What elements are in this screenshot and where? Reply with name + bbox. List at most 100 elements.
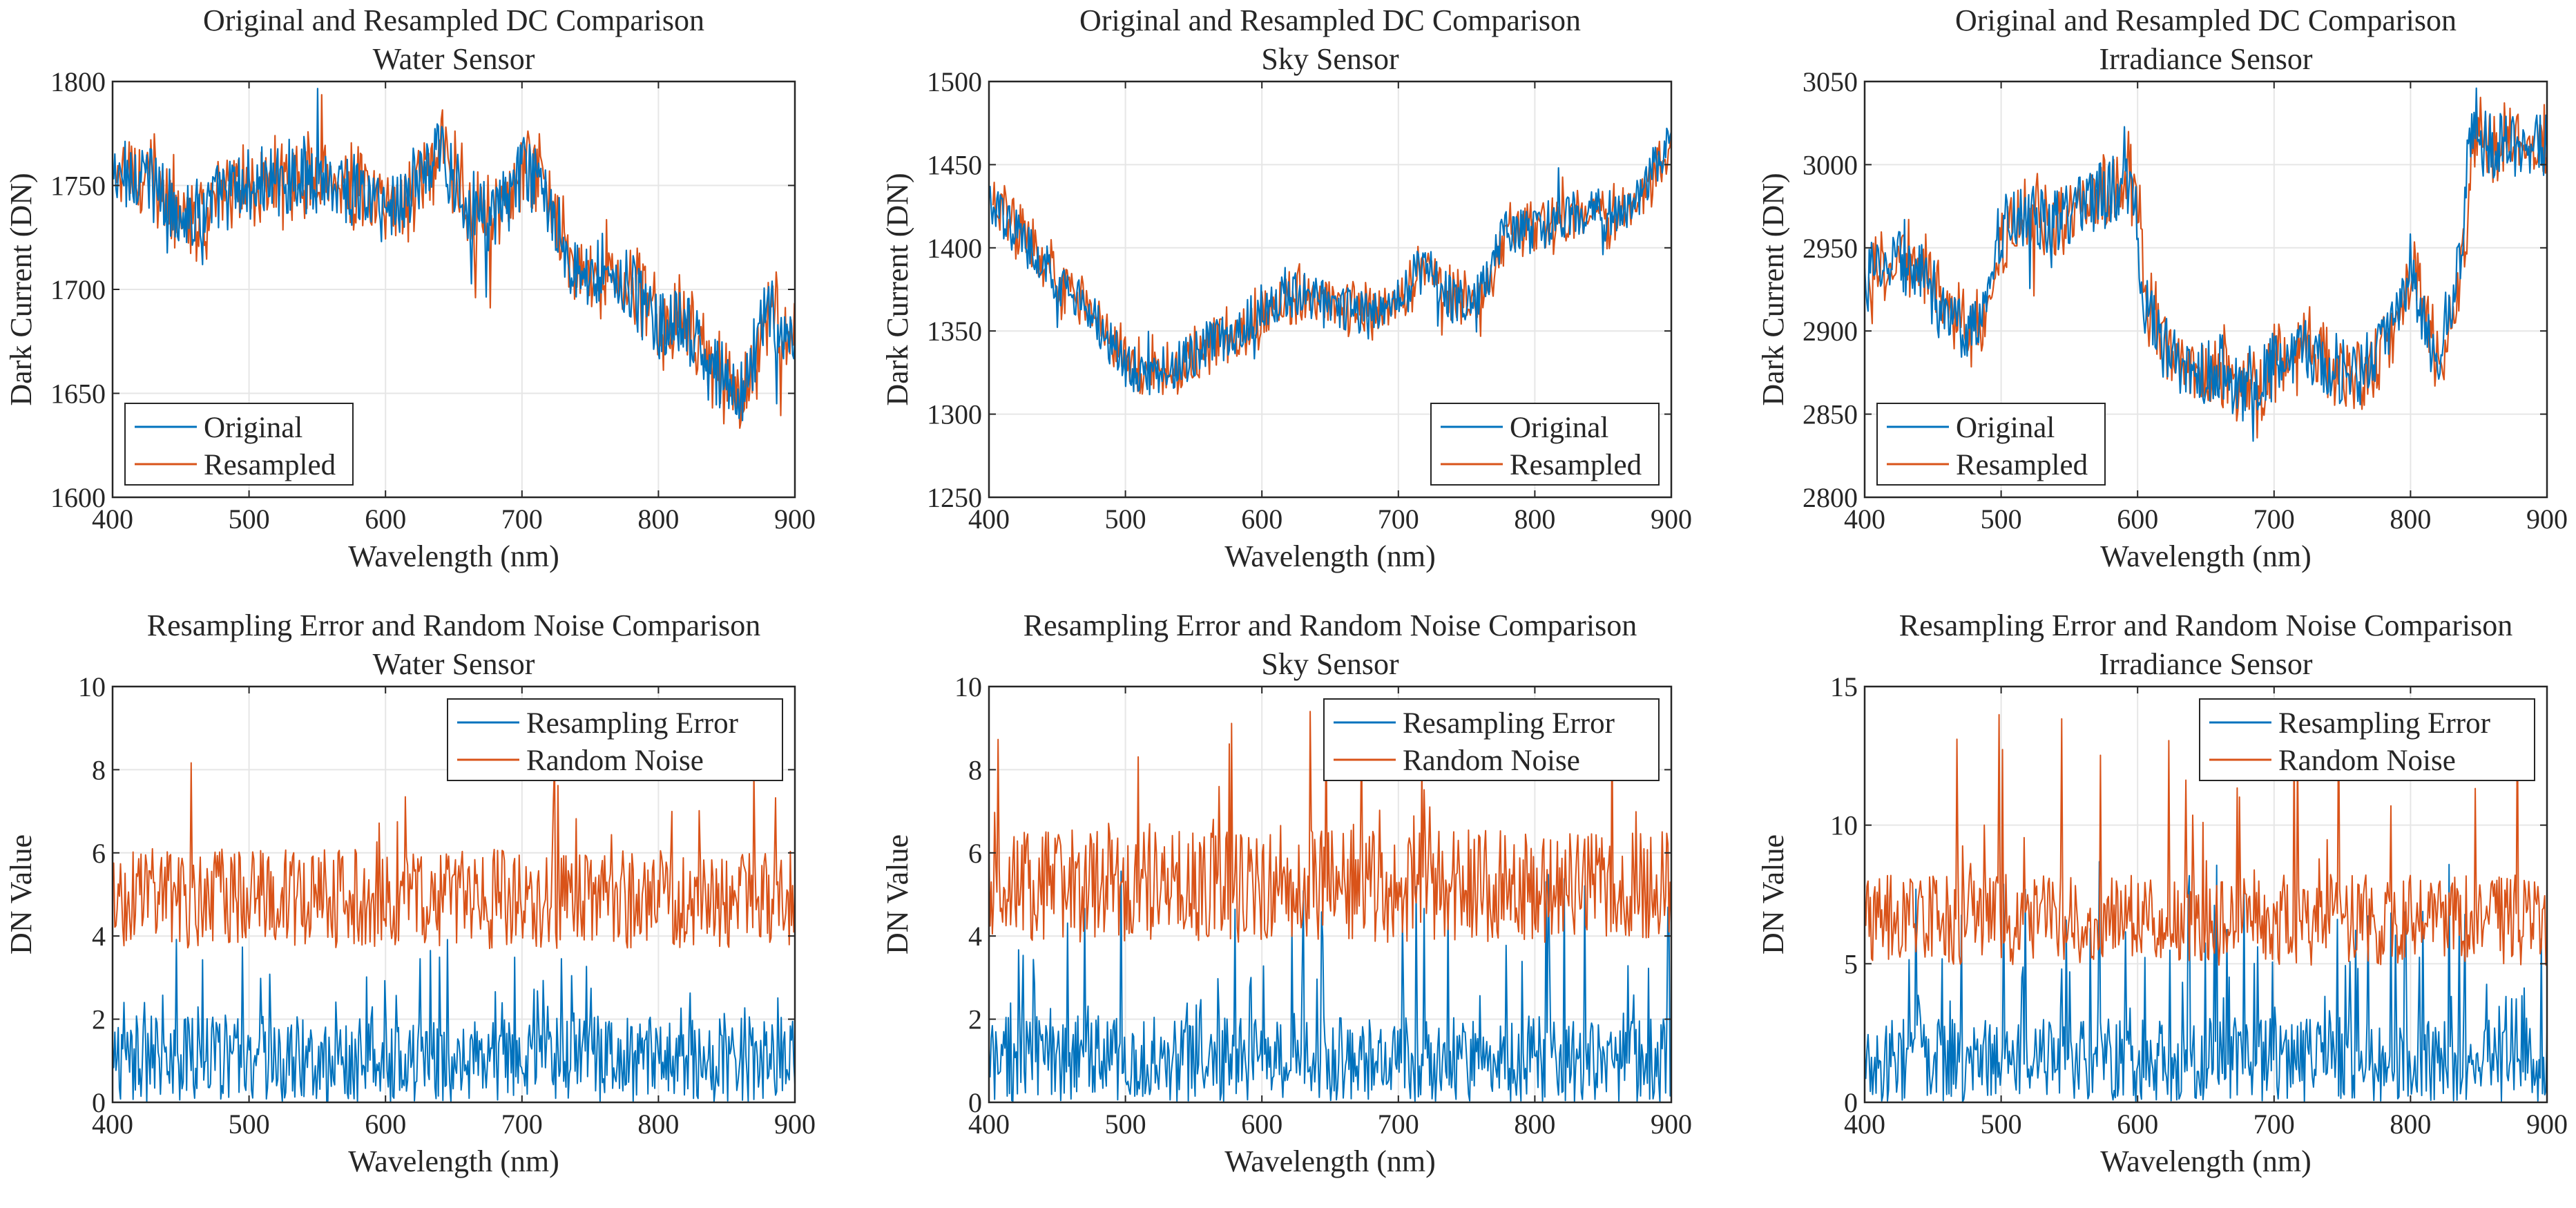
- y-tick-label: 0: [968, 1087, 982, 1118]
- y-tick-label: 10: [1830, 810, 1858, 841]
- y-tick-label: 4: [92, 921, 106, 952]
- y-tick-label: 1450: [927, 149, 982, 180]
- x-tick-label: 600: [1241, 1109, 1282, 1140]
- chart-title: Original and Resampled DC Comparison: [1955, 3, 2457, 37]
- legend-label: Resampled: [1510, 449, 1642, 481]
- legend-box: [1876, 403, 2106, 486]
- series-line-original: [989, 127, 1671, 396]
- series-line-random-noise: [113, 760, 795, 950]
- y-tick-label: 2900: [1803, 316, 1858, 347]
- x-tick-label: 800: [637, 504, 679, 535]
- x-tick-label: 400: [968, 1109, 1010, 1140]
- x-tick-label: 900: [774, 504, 816, 535]
- series-line-random-noise: [989, 711, 1671, 943]
- chart-title: Resampling Error and Random Noise Compar…: [147, 608, 760, 642]
- legend: Resampling Error Random Noise: [447, 698, 783, 781]
- legend-label: Random Noise: [2278, 745, 2456, 777]
- x-tick-label: 500: [1981, 504, 2022, 535]
- x-axis-label: Wavelength (nm): [2100, 1144, 2311, 1178]
- series-line-original: [113, 88, 795, 422]
- y-tick-label: 6: [968, 838, 982, 869]
- data-group: [113, 760, 795, 1102]
- y-tick-label: 1500: [927, 66, 982, 97]
- y-tick-label: 3000: [1803, 149, 1858, 180]
- legend-box: [1430, 403, 1660, 486]
- y-tick-label: 1250: [927, 482, 982, 513]
- x-tick-label: 900: [774, 1109, 816, 1140]
- data-group: [113, 88, 795, 430]
- series-line-original: [1865, 87, 2547, 442]
- data-group: [989, 127, 1671, 396]
- legend: Original Resampled: [1876, 403, 2106, 486]
- y-tick-label: 0: [92, 1087, 106, 1118]
- y-axis-label: DN Value: [4, 834, 38, 955]
- x-tick-label: 600: [2117, 1109, 2158, 1140]
- y-tick-label: 0: [1844, 1087, 1858, 1118]
- data-group: [989, 711, 1671, 1102]
- x-tick-label: 800: [2390, 1109, 2431, 1140]
- x-tick-label: 400: [1844, 1109, 1885, 1140]
- y-tick-label: 1350: [927, 316, 982, 347]
- chart-2: 400 500 600 700 800 900 1250 1300 1350 1400 1450 15…: [881, 3, 1692, 573]
- y-tick-label: 10: [78, 671, 106, 702]
- y-tick-label: 10: [954, 671, 982, 702]
- chart-6: 400 500 600 700 800 900 0 5 10 15 Resampling Error…: [1756, 608, 2568, 1178]
- x-tick-label: 600: [1241, 504, 1282, 535]
- chart-5: 400 500 600 700 800 900 0 2 4 6 8 10 Resampling Erro…: [881, 608, 1692, 1178]
- y-axis-label: DN Value: [881, 834, 914, 955]
- x-tick-label: 900: [1651, 1109, 1692, 1140]
- legend-label: Resampling Error: [1403, 707, 1615, 740]
- legend-box: [447, 698, 783, 781]
- x-tick-label: 500: [1981, 1109, 2022, 1140]
- y-tick-label: 8: [92, 754, 106, 785]
- series-line-resampled: [115, 94, 795, 430]
- legend: Resampling Error Random Noise: [1323, 698, 1660, 781]
- x-tick-label: 900: [2526, 504, 2568, 535]
- x-axis-label: Wavelength (nm): [1224, 1144, 1436, 1178]
- y-tick-label: 1600: [50, 482, 106, 513]
- y-axis-label: DN Value: [1756, 834, 1790, 955]
- y-tick-label: 1300: [927, 399, 982, 430]
- y-tick-label: 1400: [927, 233, 982, 264]
- legend-label: Resampling Error: [2278, 707, 2490, 740]
- chart-subtitle: Irradiance Sensor: [2099, 647, 2312, 681]
- chart-subtitle: Sky Sensor: [1261, 42, 1399, 76]
- chart-title: Original and Resampled DC Comparison: [203, 3, 704, 37]
- series-line-resampled: [992, 128, 1671, 396]
- axes-box: [111, 685, 796, 1104]
- y-tick-label: 4: [968, 921, 982, 952]
- axes-box: [988, 80, 1673, 499]
- y-tick-label: 5: [1844, 948, 1858, 979]
- legend: Resampling Error Random Noise: [2199, 698, 2535, 781]
- x-tick-label: 600: [2117, 504, 2158, 535]
- x-tick-label: 700: [2253, 1109, 2295, 1140]
- legend-label: Original: [1956, 412, 2055, 444]
- y-tick-label: 2: [968, 1004, 982, 1035]
- legend-label: Resampled: [1956, 449, 2088, 481]
- y-tick-label: 2850: [1803, 399, 1858, 430]
- data-group: [1865, 702, 2547, 1102]
- y-tick-label: 1750: [50, 171, 106, 202]
- axes-box: [1863, 685, 2548, 1104]
- axes-box: [1863, 80, 2548, 499]
- y-tick-label: 8: [968, 754, 982, 785]
- legend-label: Original: [1510, 412, 1608, 444]
- y-tick-label: 1650: [50, 378, 106, 410]
- y-tick-label: 15: [1830, 671, 1858, 702]
- x-tick-label: 600: [365, 504, 406, 535]
- y-axis-label: Dark Current (DN): [4, 173, 38, 405]
- legend-label: Random Noise: [526, 745, 704, 777]
- y-tick-label: 1700: [50, 274, 106, 305]
- legend-label: Original: [204, 412, 302, 444]
- y-axis-label: Dark Current (DN): [1756, 173, 1790, 405]
- x-tick-label: 800: [637, 1109, 679, 1140]
- x-tick-label: 400: [92, 1109, 133, 1140]
- x-tick-label: 800: [1514, 504, 1555, 535]
- series-line-resampling-error: [989, 870, 1671, 1102]
- chart-subtitle: Water Sensor: [373, 647, 535, 681]
- y-tick-label: 6: [92, 838, 106, 869]
- legend: Original Resampled: [1430, 403, 1660, 486]
- legend-label: Resampled: [204, 449, 336, 481]
- legend: Original Resampled: [124, 403, 354, 486]
- legend-label: Resampling Error: [526, 707, 738, 740]
